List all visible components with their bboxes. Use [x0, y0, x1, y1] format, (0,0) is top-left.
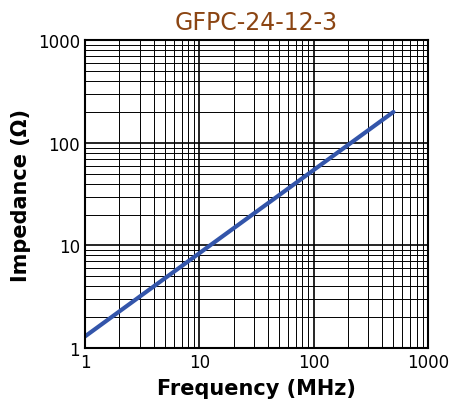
Title: GFPC-24-12-3: GFPC-24-12-3: [174, 11, 337, 35]
X-axis label: Frequency (MHz): Frequency (MHz): [157, 378, 355, 398]
Y-axis label: Impedance (Ω): Impedance (Ω): [11, 108, 31, 281]
